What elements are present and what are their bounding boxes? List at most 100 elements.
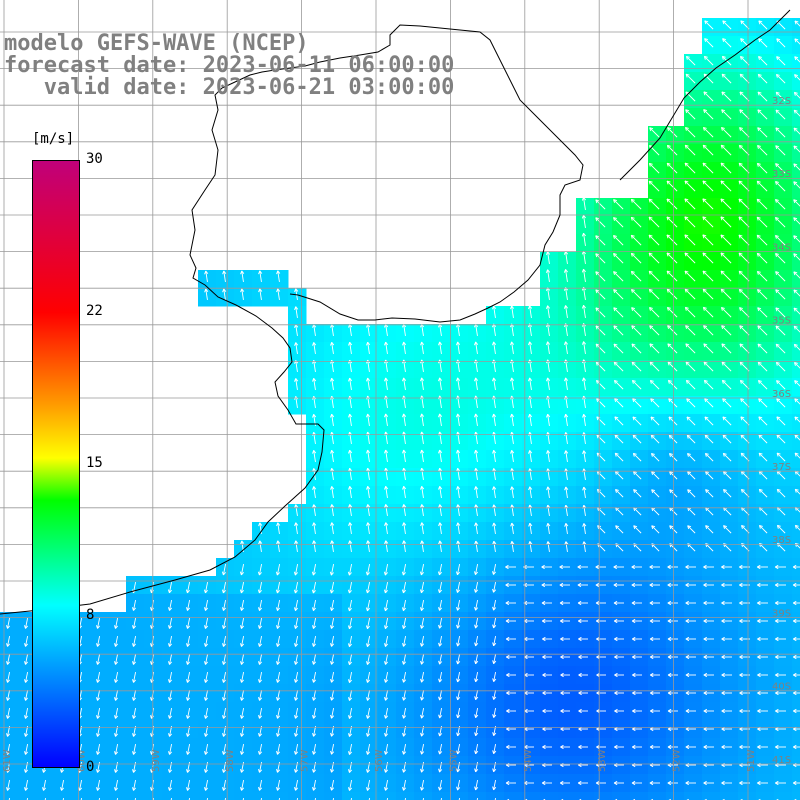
wind-arrow (631, 325, 642, 336)
wind-arrow (649, 307, 660, 318)
wind-arrow (613, 217, 624, 228)
wind-cell (792, 522, 800, 541)
wind-arrow (420, 341, 425, 355)
wind-arrow (685, 636, 696, 642)
wind-arrow (384, 689, 389, 701)
wind-arrow (758, 488, 768, 498)
wind-arrow (348, 449, 353, 463)
wind-arrow (528, 413, 533, 427)
wind-arrow (401, 563, 407, 576)
wind-cell (360, 792, 379, 800)
wind-cell (792, 486, 800, 505)
wind-arrow (438, 689, 443, 701)
wind-cell (792, 108, 800, 127)
wind-arrow (402, 522, 407, 535)
wind-cell (792, 18, 800, 37)
wind-arrow (648, 270, 660, 282)
wind-arrow (703, 582, 714, 588)
wind-arrow (528, 486, 533, 499)
lat-label: 37S (772, 462, 791, 473)
wind-arrow (776, 434, 786, 444)
wind-arrow (668, 434, 678, 444)
wind-arrow (613, 307, 624, 318)
wind-arrow (401, 581, 407, 594)
wind-arrow (311, 581, 317, 594)
wind-arrow (633, 525, 642, 534)
wind-arrow (330, 540, 335, 553)
wind-arrow (684, 270, 696, 282)
wind-arrow (649, 343, 660, 354)
wind-arrow (114, 671, 119, 683)
wind-arrow (312, 671, 317, 683)
wind-arrow (686, 434, 696, 444)
wind-arrow (186, 653, 191, 665)
wind-arrow (631, 379, 642, 390)
lat-label: 41S (772, 755, 791, 766)
wind-arrow (509, 323, 515, 337)
wind-speed-field (0, 18, 800, 800)
wind-arrow (492, 563, 497, 575)
wind-arrow (630, 252, 642, 264)
wind-arrow (438, 653, 443, 665)
wind-arrow (366, 341, 371, 355)
wind-arrow (685, 73, 696, 84)
wind-arrow (702, 306, 714, 318)
wind-arrow (330, 707, 335, 719)
wind-arrow (384, 707, 389, 719)
wind-arrow (347, 689, 353, 701)
wind-arrow (685, 600, 696, 606)
wind-arrow (383, 635, 389, 647)
wind-arrow (505, 600, 516, 606)
wind-arrow (456, 671, 461, 683)
wind-arrow (793, 636, 800, 642)
wind-arrow (438, 779, 443, 791)
wind-arrow (564, 413, 569, 427)
wind-arrow (595, 199, 606, 210)
wind-arrow (722, 452, 732, 462)
wind-arrow (704, 20, 714, 30)
wind-arrow (474, 779, 479, 791)
wind-arrow (542, 654, 552, 660)
colorbar-unit: [m/s] (32, 131, 75, 147)
wind-arrow (239, 581, 245, 594)
wind-arrow (756, 216, 768, 228)
wind-arrow (60, 779, 65, 791)
wind-arrow (775, 343, 786, 354)
wind-arrow (757, 636, 768, 642)
wind-arrow (293, 599, 299, 611)
wind-arrow (312, 450, 317, 463)
wind-arrow (667, 654, 678, 660)
wind-cell (792, 180, 800, 199)
wind-arrow (203, 617, 209, 629)
wind-arrow (456, 653, 461, 665)
wind-cell (792, 288, 800, 307)
title-model: modelo GEFS-WAVE (NCEP) (4, 31, 309, 56)
wind-arrow (240, 270, 245, 283)
wind-arrow (757, 690, 768, 696)
wind-arrow (474, 653, 479, 665)
wind-arrow (757, 343, 768, 354)
wind-arrow (738, 198, 750, 210)
wind-arrow (474, 486, 479, 499)
wind-arrow (186, 725, 191, 737)
wind-arrow (595, 235, 606, 246)
wind-arrow (684, 306, 696, 318)
wind-arrow (649, 379, 660, 390)
wind-arrow (721, 636, 732, 642)
wind-arrow (383, 599, 389, 612)
wind-arrow (651, 525, 660, 534)
wind-arrow (758, 434, 768, 444)
wind-arrow (474, 599, 479, 611)
wind-arrow (257, 563, 263, 576)
wind-arrow (631, 343, 642, 354)
wind-arrow (775, 163, 786, 174)
wind-cell (684, 792, 703, 800)
wind-arrow (775, 307, 786, 318)
wind-arrow (204, 779, 209, 791)
wind-arrow (595, 600, 606, 606)
wind-arrow (649, 361, 660, 372)
wind-arrow (545, 269, 551, 283)
wind-arrow (276, 743, 281, 755)
wind-cell (720, 792, 739, 800)
